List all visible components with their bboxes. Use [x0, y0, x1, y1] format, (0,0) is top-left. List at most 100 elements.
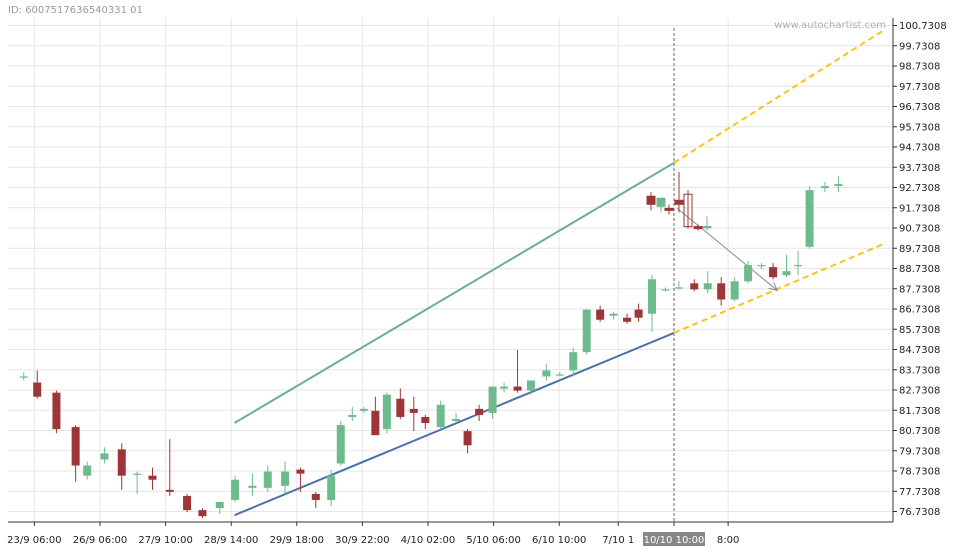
candle-up [582, 309, 591, 353]
y-tick-label: 77.7308 [899, 487, 940, 498]
candle-up [661, 289, 670, 291]
candle-up [757, 265, 766, 267]
candle-up [382, 394, 391, 430]
y-tick-label: 95.7308 [899, 122, 940, 133]
candle-post [646, 195, 656, 205]
y-tick-label: 97.7308 [899, 82, 940, 93]
candle-up [820, 186, 829, 189]
candle-down [717, 283, 726, 300]
candle-down [198, 510, 207, 517]
candle-up [248, 485, 257, 488]
candle-up [488, 386, 497, 413]
x-tick-label: 7/10 1 [602, 535, 634, 546]
candle-post [656, 197, 666, 207]
candle-up [83, 465, 92, 476]
candle-down [371, 410, 380, 436]
watermark: www.autochartist.com [774, 20, 886, 31]
y-tick-label: 88.7308 [899, 264, 940, 275]
y-tick-label: 81.7308 [899, 406, 940, 417]
candle-up [703, 283, 712, 290]
y-tick-label: 82.7308 [899, 386, 940, 397]
lower-trendline [234, 331, 675, 517]
y-tick-label: 80.7308 [899, 426, 940, 437]
candle-up [744, 265, 753, 282]
candle-down [165, 489, 174, 492]
y-tick-label: 96.7308 [899, 102, 940, 113]
candle-up [281, 471, 290, 486]
candle-down [463, 431, 472, 446]
candle-up [542, 370, 551, 377]
candle-down [183, 495, 192, 511]
candle-up [782, 271, 791, 276]
x-tick-highlight [643, 532, 705, 546]
candle-up [19, 376, 28, 378]
candle-up [359, 408, 368, 411]
x-tick-label: 8:00 [717, 535, 739, 546]
y-tick-label: 78.7308 [899, 467, 940, 478]
candle-up [231, 479, 240, 500]
y-tick-label: 92.7308 [899, 183, 940, 194]
candle-up [834, 184, 843, 187]
y-tick-label: 99.7308 [899, 41, 940, 52]
y-tick-label: 86.7308 [899, 305, 940, 316]
candle-down [475, 408, 484, 415]
grid [8, 18, 893, 522]
candle-down [623, 317, 632, 322]
x-tick-label-highlight: 10/10 10:00 [644, 535, 705, 546]
upper-trendline [233, 161, 675, 424]
candle-down [296, 469, 305, 474]
candle-post [693, 226, 703, 230]
candle-down [52, 392, 61, 430]
y-tick-label: 91.7308 [899, 203, 940, 214]
y-tick-label: 90.7308 [899, 224, 940, 235]
y-tick-label: 83.7308 [899, 365, 940, 376]
candle-up [794, 265, 803, 267]
candle-post [664, 207, 674, 211]
candle-up [215, 501, 224, 509]
candle-down [71, 427, 80, 466]
candle-down [690, 283, 699, 290]
y-tick-label: 89.7308 [899, 244, 940, 255]
candle-post [702, 226, 712, 229]
candle-up [805, 190, 814, 247]
candle-up [674, 287, 683, 289]
candle-up [730, 281, 739, 300]
candle-up [648, 279, 657, 314]
x-tick-label: 6/10 10:00 [532, 535, 586, 546]
x-tick-label: 30/9 22:00 [335, 535, 389, 546]
y-tick-label: 94.7308 [899, 143, 940, 154]
candle-down [421, 416, 430, 424]
candle-up [609, 313, 618, 316]
candle-down [148, 475, 157, 480]
x-tick-label: 28/9 14:00 [204, 535, 258, 546]
forecast-arrow [676, 207, 778, 291]
candle-post [674, 199, 684, 205]
y-tick-label: 87.7308 [899, 284, 940, 295]
candle-up [263, 471, 272, 488]
candle-down [409, 408, 418, 413]
candle-up [336, 425, 345, 464]
y-tick-label: 85.7308 [899, 325, 940, 336]
candle-up [526, 380, 535, 391]
chart-id-label: ID: 6007517636540331 01 [8, 5, 143, 16]
candle-up [100, 453, 109, 460]
candle-down [117, 449, 126, 476]
candle-down [311, 493, 320, 500]
x-tick-label: 26/9 06:00 [73, 535, 127, 546]
y-tick-label: 100.7308 [899, 21, 947, 32]
candle-up [555, 374, 564, 376]
y-tick-label: 93.7308 [899, 163, 940, 174]
candle-up [500, 386, 509, 389]
x-tick-label: 29/9 18:00 [270, 535, 324, 546]
x-tick-label: 23/9 06:00 [7, 535, 61, 546]
candle-post [683, 193, 693, 228]
channel-lines [233, 28, 885, 522]
axes: 76.7308 77.7308 78.7308 79.7308 80.7308 81.73… [7, 18, 947, 546]
candles [19, 171, 843, 519]
candle-down [769, 267, 778, 278]
candle-down [634, 309, 643, 318]
y-tick-label: 84.7308 [899, 345, 940, 356]
y-tick-label: 76.7308 [899, 507, 940, 518]
